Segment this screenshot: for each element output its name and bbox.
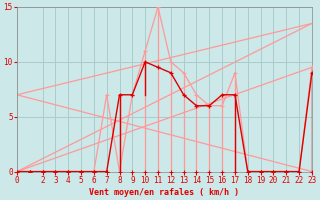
X-axis label: Vent moyen/en rafales ( km/h ): Vent moyen/en rafales ( km/h ) <box>89 188 239 197</box>
